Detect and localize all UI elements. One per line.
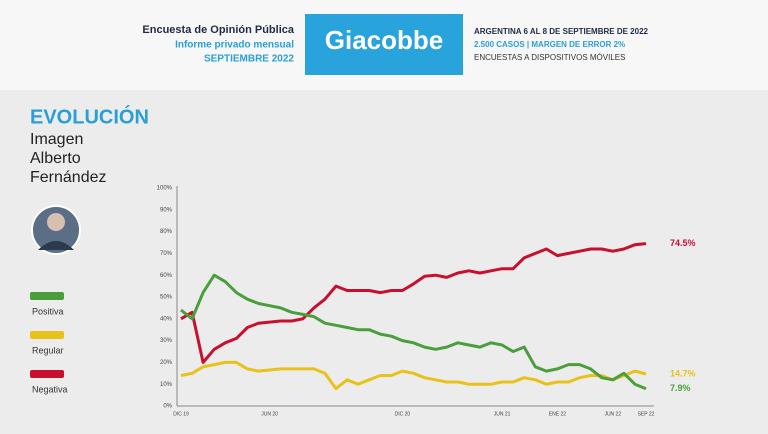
subtitle: Alberto bbox=[30, 150, 81, 167]
end-label: 74.5% bbox=[670, 238, 696, 248]
header-line: ARGENTINA 6 AL 8 DE SEPTIEMBRE DE 2022 bbox=[474, 27, 649, 36]
legend-swatch bbox=[30, 292, 64, 300]
y-tick-label: 30% bbox=[160, 338, 173, 344]
y-tick-label: 0% bbox=[163, 404, 172, 410]
y-tick-label: 100% bbox=[157, 186, 173, 192]
y-tick-label: 50% bbox=[160, 295, 173, 301]
legend-label: Negativa bbox=[32, 384, 68, 394]
legend-label: Regular bbox=[32, 345, 64, 355]
legend-swatch bbox=[30, 331, 64, 339]
header-line: Encuesta de Opinión Pública bbox=[142, 24, 294, 36]
portrait-face bbox=[47, 213, 65, 231]
x-tick-label: SEP 22 bbox=[638, 411, 655, 417]
header-line: Informe privado mensual bbox=[175, 40, 294, 51]
section-title: EVOLUCIÓN bbox=[30, 104, 149, 128]
header-line: 2.500 CASOS | MARGEN DE ERROR 2% bbox=[474, 40, 625, 49]
legend: Positiva Regular Negativa bbox=[30, 292, 68, 394]
subtitle: Fernández bbox=[30, 169, 107, 186]
subtitle: Imagen bbox=[30, 131, 83, 148]
y-tick-label: 80% bbox=[160, 229, 173, 235]
y-tick-label: 70% bbox=[160, 251, 173, 257]
y-tick-label: 60% bbox=[160, 273, 173, 279]
brand-box bbox=[305, 14, 463, 75]
portrait-body bbox=[38, 241, 74, 250]
x-tick-label: JUN 22 bbox=[604, 411, 621, 417]
x-tick-label: JUN 21 bbox=[494, 411, 511, 417]
y-tick-label: 40% bbox=[160, 316, 173, 322]
y-tick-label: 20% bbox=[160, 360, 173, 366]
plot: 0% 10% 20% 30% 40% 50% 60% 70% 80% 90% 100% DIC 19 J… bbox=[157, 186, 696, 418]
y-tick-label: 10% bbox=[160, 382, 173, 388]
series-line bbox=[180, 360, 647, 391]
end-label: 7.9% bbox=[670, 383, 691, 393]
x-tick-label: ENE 22 bbox=[549, 411, 566, 417]
brand: Giacobbe bbox=[325, 25, 443, 55]
header-line: SEPTIEMBRE 2022 bbox=[204, 54, 294, 65]
legend-swatch bbox=[30, 370, 64, 378]
end-label: 14.7% bbox=[670, 368, 696, 378]
y-tick-label: 90% bbox=[160, 207, 173, 213]
header-line: ENCUESTAS A DISPOSITIVOS MÓVILES bbox=[474, 53, 625, 62]
x-tick-label: DIC 19 bbox=[173, 411, 189, 417]
series-line bbox=[180, 273, 647, 391]
legend-label: Positiva bbox=[32, 306, 64, 316]
x-tick-label: JUN 20 bbox=[261, 411, 278, 417]
x-tick-label: DIC 20 bbox=[395, 411, 411, 417]
series-line bbox=[180, 242, 647, 364]
